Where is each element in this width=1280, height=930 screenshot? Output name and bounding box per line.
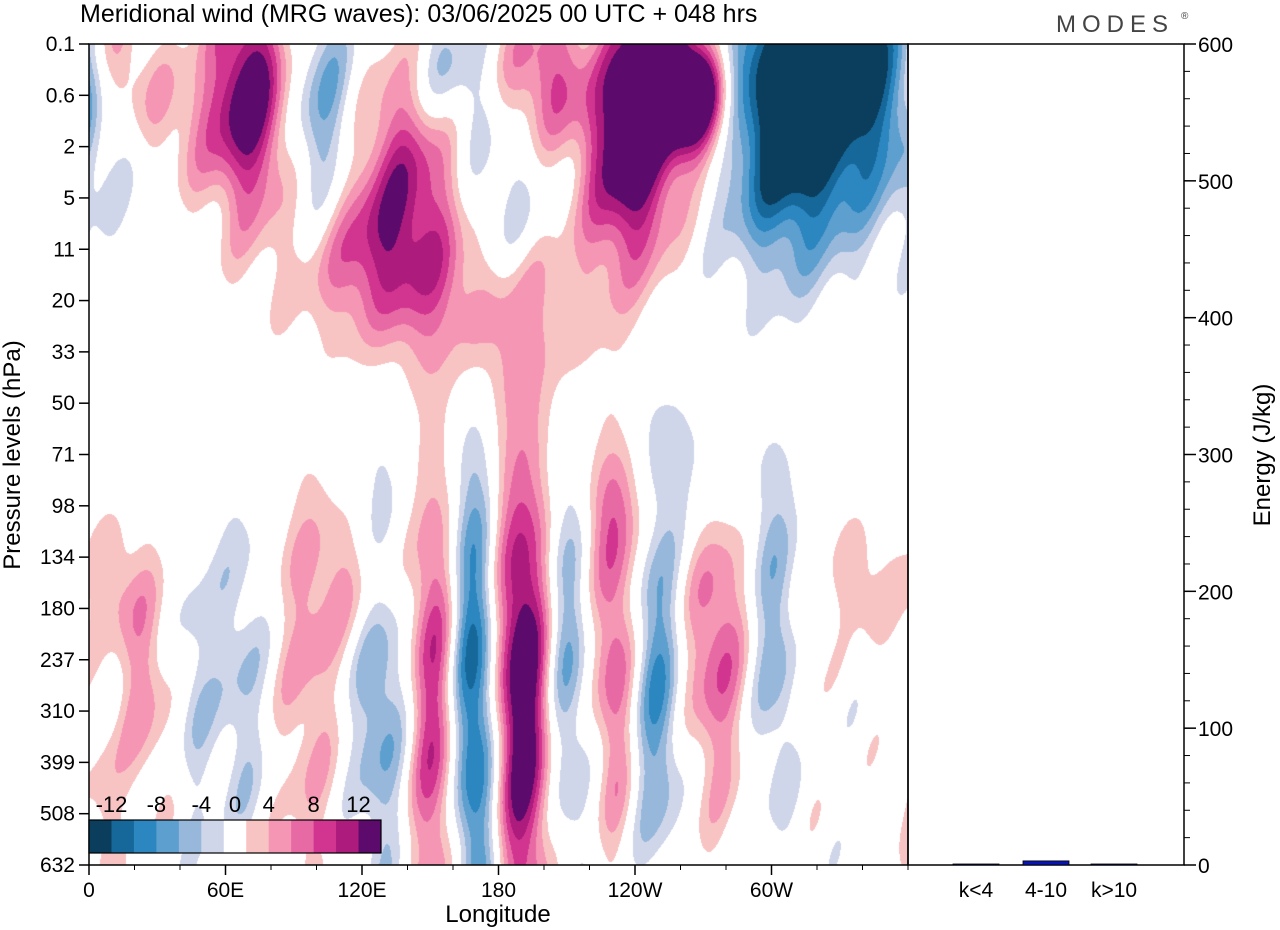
energy-tick-label: 200 <box>1198 581 1233 604</box>
y-tick-label: 50 <box>52 392 75 415</box>
bar-frame <box>907 43 1185 866</box>
y-tick-label: 33 <box>52 341 75 364</box>
colorbar-swatch <box>223 820 247 853</box>
energy-tick-label: 600 <box>1198 34 1233 57</box>
colorbar-swatch <box>358 820 382 853</box>
modes-logo: MODES ® <box>1056 11 1189 38</box>
colorbar-label: 4 <box>263 792 275 817</box>
colorbar: -12 -8 -4 0 4 8 12 <box>88 792 382 854</box>
category-label: k<4 <box>959 879 994 902</box>
longitude-ticks: 0 60E 120E 180 120W 60W <box>83 865 909 902</box>
category-label: k>10 <box>1091 879 1137 902</box>
category-label: 4-10 <box>1025 879 1067 902</box>
y-tick-label: 0.6 <box>46 84 75 107</box>
colorbar-swatch <box>313 820 337 853</box>
y-tick-label: 20 <box>52 290 75 313</box>
x-tick-label: 120W <box>608 879 663 902</box>
y-tick-label: 0.1 <box>46 33 75 56</box>
x-tick-label: 0 <box>83 879 95 902</box>
energy-bar <box>1090 863 1138 866</box>
colorbar-label: -8 <box>147 792 167 817</box>
y-tick-label: 237 <box>40 649 75 672</box>
y-tick-label: 71 <box>52 444 75 467</box>
colorbar-swatch <box>178 820 202 853</box>
energy-tick-label: 100 <box>1198 718 1233 741</box>
colorbar-swatch <box>156 820 180 853</box>
x-tick-label: 120E <box>337 879 386 902</box>
y-tick-label: 2 <box>63 136 75 159</box>
colorbar-swatch <box>201 820 225 853</box>
brand-text: MODES <box>1056 11 1174 38</box>
y-tick-label: 134 <box>40 546 75 569</box>
y-tick-label: 632 <box>40 854 75 877</box>
colorbar-swatch <box>111 820 135 853</box>
y-tick-label: 310 <box>40 700 75 723</box>
colorbar-swatch <box>89 820 112 853</box>
x-tick-label: 180 <box>481 879 516 902</box>
y-tick-label: 399 <box>40 751 75 774</box>
energy-bar <box>952 863 1000 866</box>
energy-bar <box>1022 860 1070 866</box>
colorbar-frame <box>88 819 382 854</box>
y-axis-label: Pressure levels (hPa) <box>0 340 26 569</box>
y-tick-label: 508 <box>40 803 75 826</box>
colorbar-label: 0 <box>229 792 241 817</box>
x-tick-label: 60W <box>750 879 793 902</box>
colorbar-swatch <box>291 820 315 853</box>
colorbar-swatch <box>336 820 360 853</box>
x-axis-label: Longitude <box>445 901 550 928</box>
colorbar-swatch <box>268 820 292 853</box>
x-tick-label: 60E <box>207 879 244 902</box>
colorbar-label: -12 <box>96 792 128 817</box>
chart-title: Meridional wind (MRG waves): 03/06/2025 … <box>80 0 757 28</box>
colorbar-swatch <box>133 820 157 853</box>
energy-tick-label: 500 <box>1198 171 1233 194</box>
colorbar-label: -4 <box>192 792 212 817</box>
colorbar-label: 12 <box>346 792 370 817</box>
y-tick-label: 5 <box>63 187 75 210</box>
wavenumber-categories: k<4 4-10 k>10 <box>959 879 1137 902</box>
y-tick-label: 98 <box>52 495 75 518</box>
brand-registered-mark: ® <box>1181 11 1189 22</box>
colorbar-swatch <box>246 820 270 853</box>
energy-bars <box>952 860 1138 866</box>
energy-ticks: 0 100 200 300 400 500 600 <box>1184 34 1233 878</box>
pressure-ticks: 0.1 0.6 2 5 11 20 33 50 71 98 134 180 237 310 399 508 63… <box>40 33 89 877</box>
colorbar-label: 8 <box>307 792 319 817</box>
y-tick-label: 11 <box>53 238 75 261</box>
energy-tick-label: 0 <box>1198 855 1210 878</box>
heatmap-panel: 0 60E 120E 180 120W 60W 0.1 0.6 2 5 11 20 33 50 71 98 1… <box>0 33 909 928</box>
energy-bar-panel: 0 100 200 300 400 500 600 k<4 4-10 k>10 Energy (… <box>907 34 1276 902</box>
wind-field-canvas <box>89 44 908 865</box>
energy-axis-label: Energy (J/kg) <box>1249 384 1276 527</box>
y-tick-label: 180 <box>40 597 75 620</box>
energy-tick-label: 400 <box>1198 308 1233 331</box>
energy-tick-label: 300 <box>1198 445 1233 468</box>
